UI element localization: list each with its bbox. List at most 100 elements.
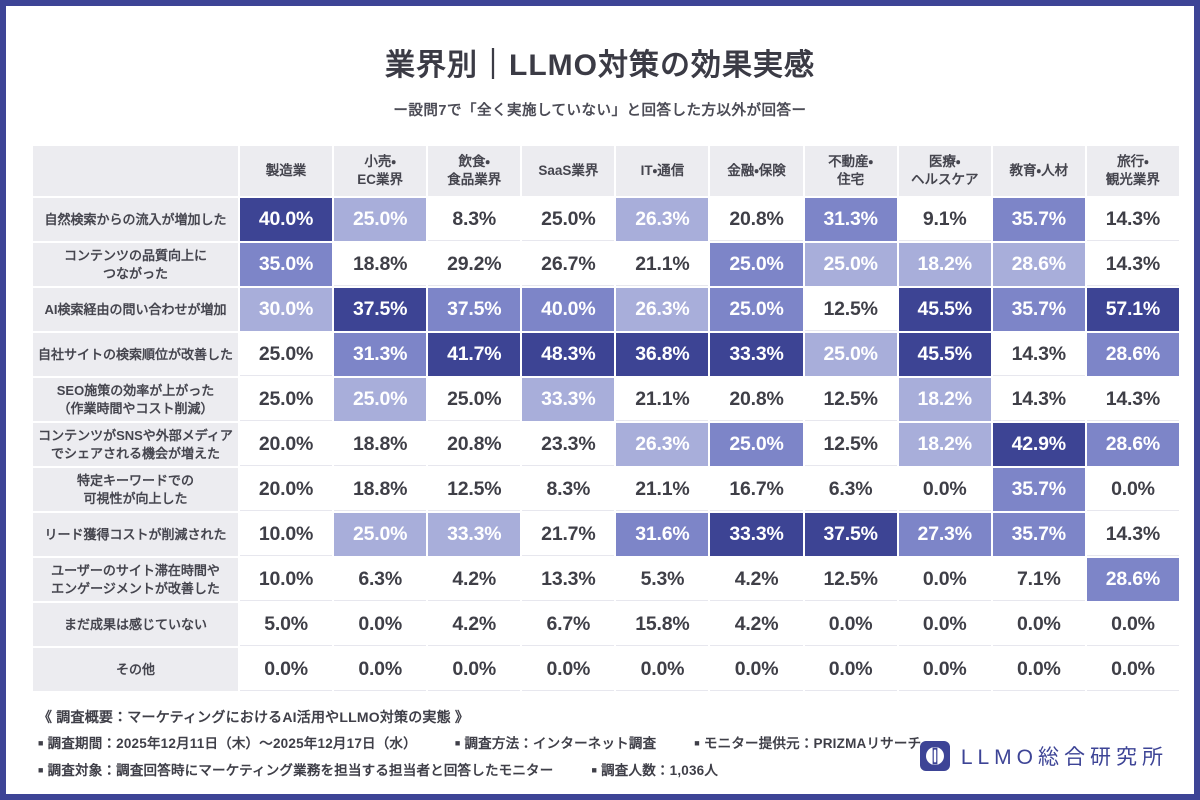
page-subtitle: ー設問7で「全く実施していない」と回答した方以外が回答ー bbox=[393, 103, 807, 119]
heatmap-cell: 0.0% bbox=[898, 603, 991, 646]
survey-title: 《 調査概要：マーケティングにおけるAI活用やLLMO対策の実態 》 bbox=[38, 709, 470, 726]
heatmap-cell: 9.1% bbox=[898, 198, 991, 241]
heatmap-cell: 0.0% bbox=[1086, 648, 1179, 691]
heatmap-cell: 0.0% bbox=[898, 558, 991, 601]
table-row: その他 0.0% 0.0% 0.0% 0.0% 0.0% 0.0% 0.0% 0.0% 0.0% 0… bbox=[33, 648, 1179, 691]
heatmap-cell: 42.9% bbox=[992, 423, 1085, 466]
heatmap-cell: 10.0% bbox=[240, 558, 333, 601]
heatmap-cell: 25.0% bbox=[240, 378, 333, 421]
column-header-10: 旅行・ 観光業界 bbox=[1086, 146, 1179, 196]
table-row: 特定キーワードでの 可視性が向上した 20.0% 18.8% 12.5% 8.3% 21.… bbox=[33, 468, 1179, 511]
heatmap-cell: 35.7% bbox=[992, 468, 1085, 511]
heatmap-cell: 4.2% bbox=[710, 603, 803, 646]
heatmap-header-row: 製造業 小売・ EC業界 飲食・ 食品業界 SaaS業界 IT・通信 金融・保険 不動産・ … bbox=[33, 146, 1179, 196]
heatmap-cell: 37.5% bbox=[804, 513, 897, 556]
heatmap-cell: 8.3% bbox=[522, 468, 615, 511]
llmo-logo-text: LLMO総合研究所 bbox=[960, 746, 1168, 769]
heatmap-cell: 4.2% bbox=[428, 558, 521, 601]
survey-meta-item: ■ 調査方法：インターネット調査 bbox=[454, 736, 657, 752]
heatmap-cell: 25.0% bbox=[710, 423, 803, 466]
heatmap-table-wrap: 製造業 小売・ EC業界 飲食・ 食品業界 SaaS業界 IT・通信 金融・保険 不動産・ … bbox=[31, 144, 1179, 693]
heatmap-cell: 23.3% bbox=[522, 423, 615, 466]
heatmap-cell: 12.5% bbox=[428, 468, 521, 511]
heatmap-cell: 12.5% bbox=[804, 378, 897, 421]
heatmap-cell: 48.3% bbox=[522, 333, 615, 376]
square-bullet-icon: ■ bbox=[454, 738, 461, 749]
heatmap-cell: 20.8% bbox=[710, 378, 803, 421]
table-row: まだ成果は感じていない 5.0% 0.0% 4.2% 6.7% 15.8% 4.2% 0.0%… bbox=[33, 603, 1179, 646]
column-header-8: 医療・ ヘルスケア bbox=[898, 146, 991, 196]
heatmap-cell: 28.6% bbox=[1086, 558, 1179, 601]
heatmap-cell: 0.0% bbox=[898, 468, 991, 511]
heatmap-cell: 6.7% bbox=[522, 603, 615, 646]
heatmap-table: 製造業 小売・ EC業界 飲食・ 食品業界 SaaS業界 IT・通信 金融・保険 不動産・ … bbox=[31, 144, 1181, 693]
column-header-7: 不動産・ 住宅 bbox=[804, 146, 897, 196]
heatmap-cell: 33.3% bbox=[710, 333, 803, 376]
heatmap-cell: 5.3% bbox=[616, 558, 709, 601]
survey-meta-item: ■ 調査期間：2025年12月11日（木）〜2025年12月17日（水） bbox=[38, 736, 417, 752]
heatmap-cell: 33.3% bbox=[522, 378, 615, 421]
heatmap-cell: 36.8% bbox=[616, 333, 709, 376]
row-label: 自社サイトの検索順位が改善した bbox=[33, 333, 238, 376]
heatmap-cell: 14.3% bbox=[1086, 198, 1179, 241]
heatmap-cell: 40.0% bbox=[522, 288, 615, 331]
heatmap-cell: 18.2% bbox=[898, 243, 991, 286]
column-header-6: 金融・保険 bbox=[710, 146, 803, 196]
row-label: 特定キーワードでの 可視性が向上した bbox=[33, 468, 238, 511]
table-row: コンテンツの品質向上に つながった 35.0% 18.8% 29.2% 26.7% 21.… bbox=[33, 243, 1179, 286]
row-label: その他 bbox=[33, 648, 238, 691]
heatmap-cell: 26.3% bbox=[616, 423, 709, 466]
heatmap-cell: 0.0% bbox=[616, 648, 709, 691]
heatmap-cell: 35.7% bbox=[992, 288, 1085, 331]
heatmap-cell: 41.7% bbox=[428, 333, 521, 376]
heatmap-cell: 15.8% bbox=[616, 603, 709, 646]
table-row: コンテンツがSNSや外部メディア でシェアされる機会が増えた 20.0% 18.8%… bbox=[33, 423, 1179, 466]
heatmap-cell: 10.0% bbox=[240, 513, 333, 556]
page-title: 業界別｜LLMO対策の効果実感 bbox=[385, 49, 815, 82]
survey-meta-line: ■ 調査対象：調査回答時にマーケティング業務を担当する担当者と回答したモニター ■ 調… bbox=[38, 758, 959, 784]
column-header-4: SaaS業界 bbox=[522, 146, 615, 196]
heatmap-cell: 25.0% bbox=[804, 333, 897, 376]
heatmap-cell: 14.3% bbox=[1086, 513, 1179, 556]
heatmap-cell: 0.0% bbox=[334, 648, 427, 691]
heatmap-cell: 0.0% bbox=[428, 648, 521, 691]
heatmap-cell: 21.1% bbox=[616, 243, 709, 286]
heatmap-cell: 18.2% bbox=[898, 378, 991, 421]
row-label: コンテンツがSNSや外部メディア でシェアされる機会が増えた bbox=[33, 423, 238, 466]
heatmap-cell: 0.0% bbox=[992, 648, 1085, 691]
heatmap-cell: 45.5% bbox=[898, 333, 991, 376]
heatmap-cell: 18.8% bbox=[334, 468, 427, 511]
heatmap-cell: 37.5% bbox=[334, 288, 427, 331]
heatmap-cell: 28.6% bbox=[1086, 423, 1179, 466]
heatmap-cell: 7.1% bbox=[992, 558, 1085, 601]
heatmap-cell: 57.1% bbox=[1086, 288, 1179, 331]
heatmap-cell: 26.7% bbox=[522, 243, 615, 286]
heatmap-cell: 30.0% bbox=[240, 288, 333, 331]
heatmap-cell: 33.3% bbox=[428, 513, 521, 556]
heatmap-cell: 14.3% bbox=[1086, 243, 1179, 286]
square-bullet-icon: ■ bbox=[38, 738, 44, 749]
row-label: ユーザーのサイト滞在時間や エンゲージメントが改善した bbox=[33, 558, 238, 601]
heatmap-cell: 28.6% bbox=[1086, 333, 1179, 376]
heatmap-cell: 18.2% bbox=[898, 423, 991, 466]
heatmap-cell: 35.0% bbox=[240, 243, 333, 286]
table-row: リード獲得コストが削減された 10.0% 25.0% 33.3% 21.7% 31.6% 3… bbox=[33, 513, 1179, 556]
heatmap-cell: 21.1% bbox=[616, 378, 709, 421]
heatmap-cell: 0.0% bbox=[710, 648, 803, 691]
heatmap-cell: 26.3% bbox=[616, 198, 709, 241]
heatmap-cell: 6.3% bbox=[804, 468, 897, 511]
column-header-3: 飲食・ 食品業界 bbox=[428, 146, 521, 196]
heatmap-cell: 14.3% bbox=[1086, 378, 1179, 421]
heatmap-cell: 31.3% bbox=[804, 198, 897, 241]
heatmap-cell: 18.8% bbox=[334, 243, 427, 286]
heatmap-cell: 12.5% bbox=[804, 558, 897, 601]
column-header-9: 教育・人材 bbox=[992, 146, 1085, 196]
survey-summary: 《 調査概要：マーケティングにおけるAI活用やLLMO対策の実態 》 ■ 調査期間… bbox=[38, 704, 959, 784]
heatmap-cell: 28.6% bbox=[992, 243, 1085, 286]
heatmap-cell: 0.0% bbox=[992, 603, 1085, 646]
table-row: 自然検索からの流入が増加した 40.0% 25.0% 8.3% 25.0% 26.3% 20… bbox=[33, 198, 1179, 241]
heatmap-cell: 33.3% bbox=[710, 513, 803, 556]
heatmap-cell: 20.0% bbox=[240, 423, 333, 466]
heatmap-cell: 25.0% bbox=[804, 243, 897, 286]
heatmap-cell: 27.3% bbox=[898, 513, 991, 556]
